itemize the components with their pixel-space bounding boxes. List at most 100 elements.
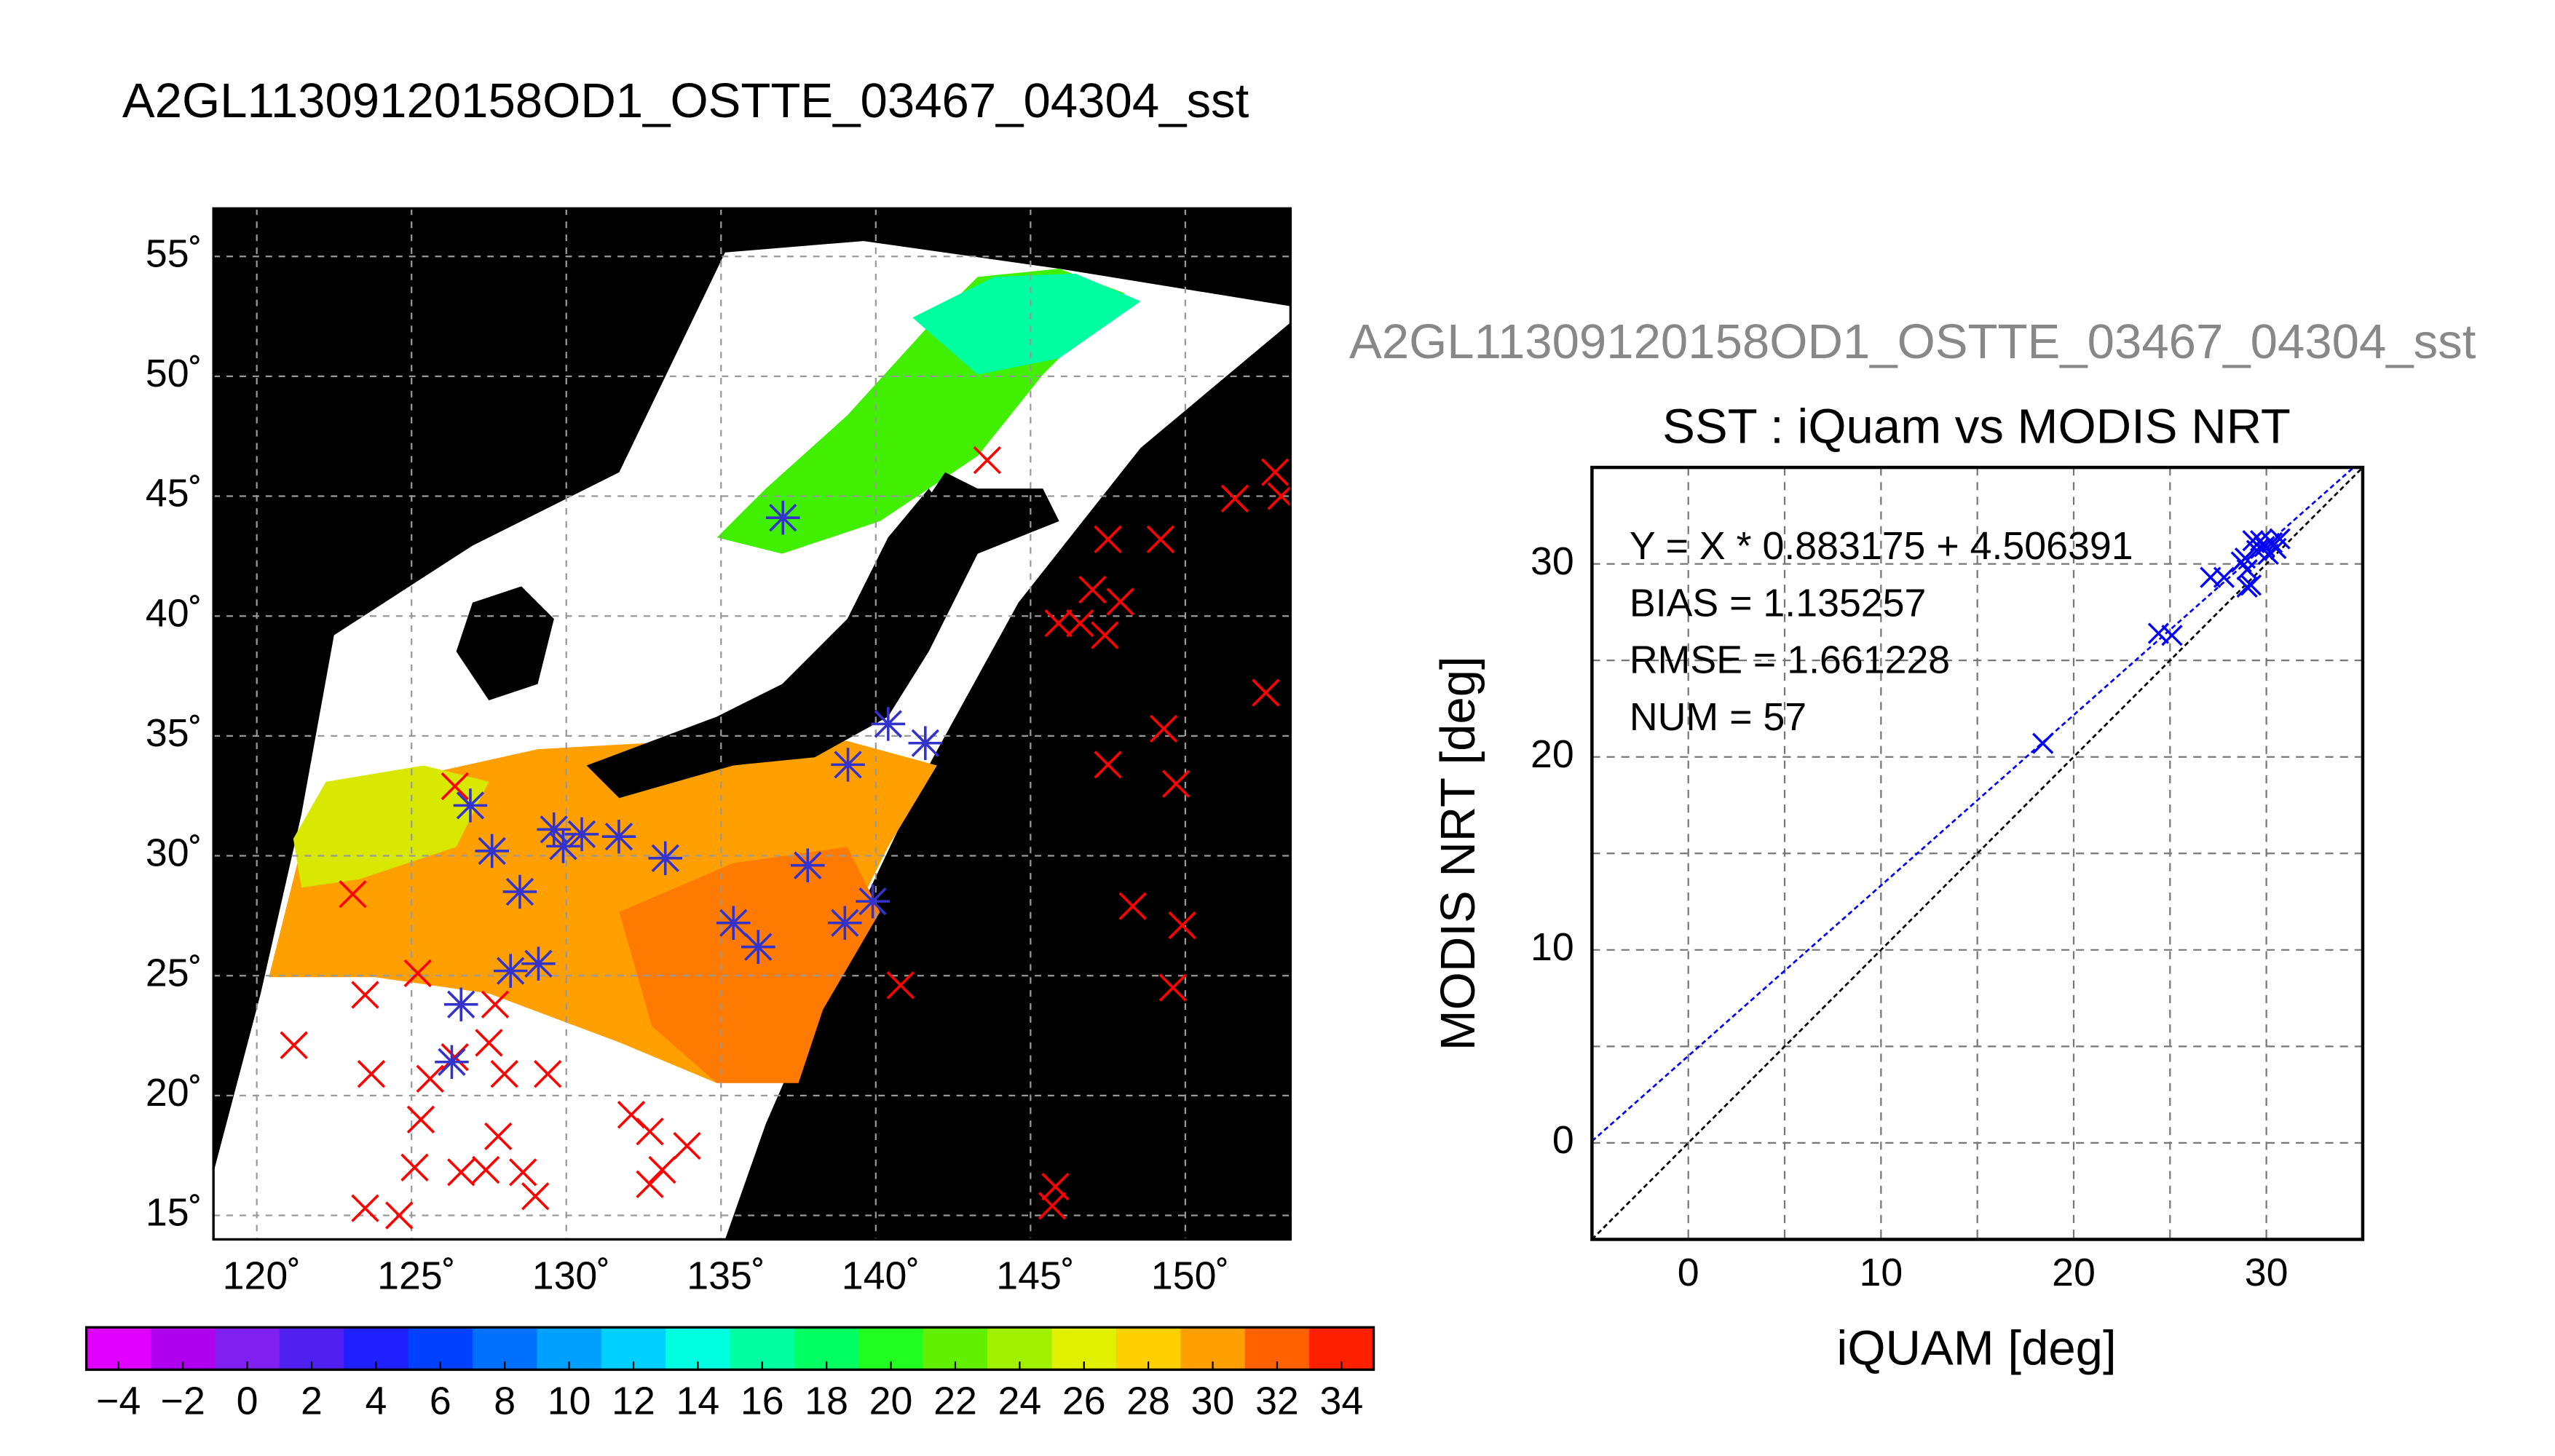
marker-stroke [400,1153,429,1182]
x-marker [472,1155,500,1184]
asterisk-marker [564,817,599,852]
x-marker [1038,1192,1067,1220]
colorbar-tick-label: 14 [676,1380,720,1423]
asterisk-marker [546,829,580,863]
y-tick-label: 20˚ [146,1071,202,1115]
marker-stroke [441,772,469,801]
asterisk-marker [871,707,906,741]
x-marker [648,1155,676,1184]
marker-stroke [351,1194,379,1222]
stat-annotation: BIAS = 1.135257 [1630,581,1927,625]
hot-region [619,847,880,1083]
y-tick-label: 25˚ [146,951,202,994]
marker-stroke [490,1060,518,1088]
x-marker [509,1158,537,1187]
colorbar-tick-label: 22 [933,1380,977,1423]
x-tick-label: 10 [1859,1251,1903,1294]
point [2236,576,2258,598]
x-marker [1118,892,1147,920]
x-tick-label: 20 [2052,1251,2096,1294]
scatter-frame [1590,465,2365,1241]
marker-stroke [1091,621,1119,649]
x-marker [973,446,1002,475]
marker-stroke [534,1060,562,1088]
x-tick-label: 120˚ [223,1254,301,1297]
mid-region [293,765,489,888]
marker-stroke [472,1155,500,1184]
x-tick-label: 130˚ [532,1254,610,1297]
y-axis-label: MODIS NRT [deg] [1431,656,1485,1051]
marker-stroke [416,1064,444,1093]
x-tick-label: 125˚ [377,1254,455,1297]
x-marker [1260,458,1290,486]
asterisk-marker [741,930,775,964]
land-north [912,472,1059,554]
colorbar-tick-label: 32 [1255,1380,1299,1423]
scatter-area: 0 10 20 30 0 10 20 30 Y = X * 0.883175 + 4.50639… [1531,467,2363,1294]
marker-stroke [1260,458,1290,486]
x-tick-label: 145˚ [996,1254,1074,1297]
asterisk-marker [648,841,683,876]
x-axis-label: iQUAM [deg] [1836,1321,2116,1376]
marker-stroke [1094,525,1122,553]
colorbar-tick-label: 4 [365,1380,387,1423]
marker-stroke [406,1105,435,1133]
x-marker [636,1117,664,1146]
y-tick-label: 0 [1552,1118,1574,1162]
x-marker [1106,587,1134,616]
marker-stroke [1118,892,1147,920]
x-marker [1078,575,1107,604]
marker-stroke [484,1122,513,1151]
colorbar-tick-label: 26 [1062,1380,1106,1423]
asterisk-marker [475,834,509,869]
marker-stroke [636,1170,664,1198]
asterisk-marker [791,848,825,882]
asterisk-marker [521,946,556,981]
x-marker [534,1060,562,1088]
marker-stroke [1044,609,1073,638]
colorbar-frame [84,1326,1375,1372]
map-frame [212,207,1292,1241]
marker-stroke [1041,1172,1070,1201]
asterisk-marker [856,884,890,919]
x-marker [1149,714,1178,743]
stat-annotation: Y = X * 0.883175 + 4.506391 [1630,524,2133,568]
point [2230,551,2252,573]
x-tick-label: 30 [2245,1251,2289,1294]
map-area [213,208,1291,1240]
marker-stroke [636,1117,664,1146]
x-marker [1066,609,1094,638]
fit-line [1592,467,2355,1142]
colorbar-tick-label: 24 [998,1380,1041,1423]
marker-stroke [385,1201,414,1230]
marker-stroke [280,1031,308,1059]
point [2032,732,2054,754]
asterisk-marker [601,819,636,854]
colorbar-tick-label: −4 [96,1380,141,1423]
x-tick-label: 140˚ [842,1254,920,1297]
marker-stroke [481,990,510,1018]
scatter-subtitle: A2GL11309120158OD1_OSTTE_03467_04304_sst [1349,314,2476,369]
marker-stroke [403,959,432,988]
stat-annotation: NUM = 57 [1630,695,1806,739]
x-marker [1158,973,1188,1002]
x-marker [416,1064,444,1093]
marker-stroke [1220,484,1249,513]
colorbar-tick-label: 0 [237,1380,258,1423]
x-marker [1146,525,1175,553]
x-marker [339,880,367,909]
marker-stroke [1149,714,1178,743]
colorbar-tick-label: 2 [301,1380,323,1423]
marker-stroke [1066,609,1094,638]
colorbar-tick-label: 30 [1191,1380,1235,1423]
marker-stroke [886,971,915,1000]
colorbar-tick-label: 34 [1319,1380,1363,1423]
x-marker [447,1158,475,1187]
x-marker [1252,678,1280,707]
colorbar-tick-label: 12 [612,1380,655,1423]
colorbar-tick-label: 8 [494,1380,516,1423]
marker-stroke [648,1155,676,1184]
point [2250,530,2272,552]
marker-stroke [447,1158,475,1187]
